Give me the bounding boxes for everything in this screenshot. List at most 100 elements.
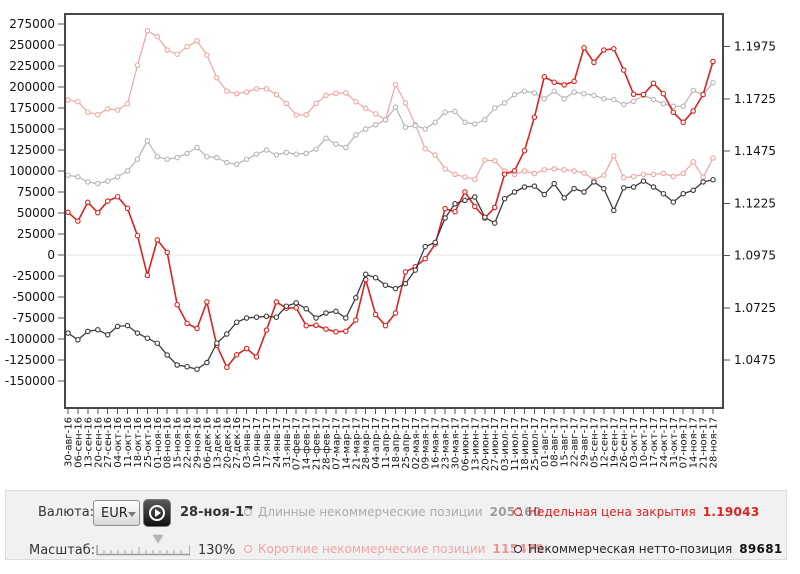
data-point <box>690 87 696 94</box>
data-point <box>640 91 647 98</box>
data-point <box>670 173 677 180</box>
data-point <box>690 187 696 194</box>
data-point <box>164 249 170 256</box>
legend-item-net-position[interactable]: Некоммерческая нетто-позиция 89681 <box>514 542 783 556</box>
zoom-slider[interactable] <box>96 535 191 557</box>
data-point <box>541 191 548 198</box>
data-point <box>333 141 339 147</box>
data-point <box>353 132 359 138</box>
currency-select[interactable]: EUR <box>93 500 140 526</box>
data-point <box>372 122 379 128</box>
right-axis-tick-label: 1.0475 <box>734 353 776 367</box>
scale-value: 130% <box>198 543 236 558</box>
data-point <box>343 328 349 334</box>
data-point <box>650 96 657 103</box>
data-point <box>660 170 667 177</box>
legend-item-short-positions[interactable]: Короткие некоммерческие позиции 115479 <box>244 542 544 556</box>
data-point <box>521 184 528 190</box>
data-point <box>690 159 696 165</box>
data-point <box>65 97 71 103</box>
data-point <box>95 180 101 187</box>
data-point <box>154 153 161 160</box>
x-axis-tick-label: 06-сен-16 <box>73 417 84 468</box>
series-1 <box>65 27 716 183</box>
data-point <box>174 51 180 57</box>
x-axis-tick-label: 18-июл-17 <box>520 417 531 471</box>
data-point <box>482 117 488 123</box>
x-axis-tick-label: 20-июн-17 <box>480 417 491 471</box>
x-axis-tick-label: 08-ноя-16 <box>163 417 174 468</box>
x-axis-tick-label: 01-авг-17 <box>540 417 551 467</box>
data-point <box>85 328 91 335</box>
data-point <box>601 172 607 178</box>
legend-item-weekly-close[interactable]: Недельная цена закрытия 1.19043 <box>514 505 759 519</box>
data-point <box>392 310 399 316</box>
legend-value: 1.19043 <box>702 505 760 519</box>
data-point <box>114 107 121 113</box>
data-point <box>571 168 577 174</box>
series-4 <box>65 176 716 372</box>
data-point <box>620 185 627 191</box>
data-point <box>124 101 131 107</box>
data-point <box>521 88 528 94</box>
data-point <box>591 179 597 185</box>
data-point <box>501 171 508 177</box>
slider-thumb[interactable] <box>153 535 163 543</box>
data-point <box>462 119 468 126</box>
data-point <box>670 199 677 205</box>
x-axis-tick-label: 17-янв-17 <box>262 417 273 468</box>
data-point <box>432 152 438 158</box>
x-axis-tick-label: 27-сен-16 <box>103 417 114 468</box>
data-point <box>204 153 210 160</box>
x-axis-tick-label: 14-мар-17 <box>341 417 352 470</box>
data-point <box>680 170 686 177</box>
left-axis-tick-label: 225000 <box>9 59 55 73</box>
data-point <box>65 209 71 216</box>
data-point <box>353 317 359 323</box>
x-axis-tick-label: 25-окт-16 <box>143 417 154 468</box>
x-axis-tick-label: 22-авг-17 <box>570 417 581 467</box>
x-axis-tick-label: 02-мая-17 <box>411 417 422 469</box>
data-point <box>452 108 458 115</box>
data-point <box>303 306 309 312</box>
play-button[interactable] <box>143 499 171 527</box>
x-axis-tick-label: 28-ноя-17 <box>709 417 720 468</box>
data-point <box>412 267 419 273</box>
data-point <box>392 104 399 110</box>
data-point <box>640 171 647 178</box>
x-axis-tick-label: 28-мар-17 <box>361 417 372 470</box>
data-point <box>144 138 151 144</box>
legend-item-long-positions[interactable]: Длинные некоммерческие позиции 205160 <box>244 505 541 519</box>
right-axis-tick-label: 1.1225 <box>734 196 776 210</box>
data-point <box>343 315 349 321</box>
x-axis-tick-label: 21-ноя-17 <box>699 417 710 468</box>
legend-marker-icon <box>514 545 522 553</box>
data-point <box>462 174 468 180</box>
data-point <box>680 190 686 197</box>
data-point <box>531 90 538 96</box>
x-axis-tick-label: 14-фев-17 <box>302 417 313 470</box>
x-axis-tick-label: 26-сен-17 <box>619 417 630 468</box>
data-point <box>392 285 399 292</box>
x-axis-tick-label: 23-мая-17 <box>441 417 452 469</box>
report-date: 28-ноя-17 <box>180 505 254 520</box>
data-point <box>114 193 121 200</box>
data-point <box>104 198 111 204</box>
data-point <box>303 322 309 329</box>
data-point <box>253 354 260 360</box>
data-point <box>700 174 706 181</box>
left-axis-tick-label: -100000 <box>5 332 55 346</box>
data-point <box>372 111 379 117</box>
data-point <box>382 282 389 288</box>
axis-labels: 2750002500002250002000001750001500001250… <box>5 17 776 388</box>
x-axis-tick-label: 11-апр-17 <box>381 417 392 469</box>
x-axis-tick-label: 09-мая-17 <box>421 417 432 469</box>
data-point <box>422 243 428 250</box>
data-point <box>650 184 657 190</box>
chevron-down-icon <box>127 511 136 517</box>
left-axis-tick-label: 50000 <box>17 206 55 220</box>
data-point <box>601 47 607 53</box>
data-point <box>204 299 210 305</box>
data-point <box>313 315 319 321</box>
data-point <box>402 280 409 287</box>
